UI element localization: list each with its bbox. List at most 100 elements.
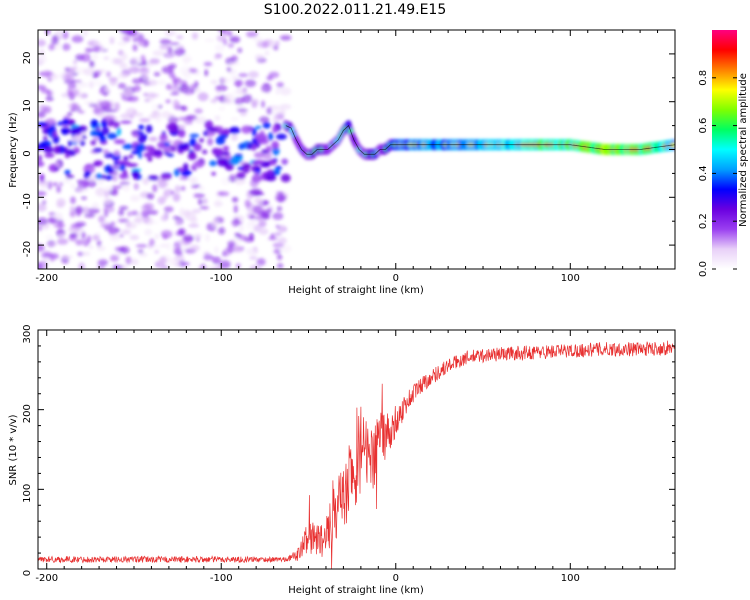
heatmap-cell [137, 134, 146, 144]
heatmap-cell [206, 265, 217, 269]
heatmap-cell [154, 150, 163, 155]
heatmap-cell [81, 196, 87, 200]
heatmap-cell [38, 262, 42, 268]
heatmap-cell [177, 239, 186, 244]
heatmap-cell [277, 194, 284, 203]
heatmap-cell [218, 191, 230, 197]
heatmap-cell [264, 50, 270, 56]
heatmap-cell [189, 151, 196, 158]
heatmap-cell [129, 234, 140, 241]
heatmap-cell [133, 218, 142, 223]
heatmap-cell [193, 160, 204, 168]
heatmap-cell [202, 198, 208, 205]
heatmap-cell [92, 234, 100, 241]
heatmap-cell [77, 110, 85, 114]
heatmap-cell [207, 137, 214, 146]
heatmap-cell [53, 145, 61, 154]
heatmap-cell [163, 211, 168, 221]
heatmap-cell [125, 107, 137, 117]
heatmap-cell [167, 116, 179, 124]
heatmap-cell [275, 224, 281, 229]
heatmap-cell [57, 233, 67, 238]
heatmap-cell [59, 182, 64, 187]
heatmap-cell [139, 118, 151, 123]
heatmap-cell [152, 184, 158, 193]
tick-label: 0 [22, 570, 33, 576]
ridge-line [285, 124, 675, 155]
heatmap-cell [82, 30, 89, 37]
heatmap-cell [214, 96, 223, 100]
heatmap-cell [103, 220, 110, 225]
heatmap-cell [121, 52, 128, 61]
heatmap-cell [234, 232, 242, 239]
heatmap-cell [211, 171, 217, 176]
heatmap-cell [214, 115, 221, 121]
heatmap-cell [108, 77, 119, 82]
heatmap-cell [267, 169, 274, 176]
heatmap-cell [256, 258, 266, 266]
heatmap-cell [117, 41, 128, 46]
heatmap-cell [143, 92, 149, 97]
heatmap-cell [69, 211, 76, 217]
heatmap-cell [242, 163, 252, 168]
heatmap-cell [215, 136, 226, 145]
tick-label: 100 [22, 484, 33, 503]
heatmap-cell [69, 206, 75, 213]
tick-label: 100 [561, 273, 580, 284]
heatmap-cell [92, 72, 99, 79]
heatmap-cell [194, 108, 203, 114]
heatmap-cell [38, 180, 47, 185]
heatmap-cell [191, 184, 201, 189]
heatmap-cell [251, 127, 257, 137]
heatmap-cell [61, 127, 68, 135]
heatmap-cell [119, 62, 128, 70]
heatmap-cell [80, 53, 91, 63]
heatmap-cell [231, 196, 239, 203]
heatmap-cell [209, 160, 217, 167]
heatmap-cell [277, 263, 284, 269]
heatmap-cell [214, 53, 223, 59]
heatmap-cell [75, 239, 84, 246]
heatmap-cell [193, 233, 203, 239]
heatmap-cell [275, 87, 280, 95]
heatmap-cell [238, 224, 244, 233]
heatmap-cell [231, 218, 241, 227]
heatmap-cell [89, 60, 95, 68]
heatmap-cell [220, 177, 231, 186]
heatmap-cell [218, 106, 226, 111]
heatmap-cell [276, 82, 285, 88]
heatmap-cell [132, 37, 138, 43]
heatmap-cell [262, 122, 271, 129]
heatmap-cell [252, 205, 264, 215]
heatmap-cell [149, 93, 160, 98]
heatmap-cell [157, 79, 166, 86]
heatmap-cell [169, 124, 180, 132]
heatmap-cell [241, 94, 253, 104]
heatmap-cell [248, 190, 261, 194]
heatmap-cell [149, 58, 160, 65]
heatmap-cell [75, 208, 82, 217]
heatmap-cell [271, 141, 280, 150]
heatmap-cell [228, 30, 233, 37]
heatmap-cell [67, 88, 72, 96]
heatmap-cell [158, 258, 168, 264]
heatmap-cell [199, 138, 205, 143]
heatmap-cell [109, 36, 115, 45]
heatmap-cell [141, 209, 150, 218]
heatmap-cell [210, 98, 218, 103]
heatmap-cell [229, 36, 241, 43]
heatmap-cell [202, 149, 208, 155]
heatmap-cell [70, 183, 76, 189]
heatmap-cell [38, 221, 41, 225]
heatmap-cell [236, 171, 246, 180]
tick-label: 0.8 [698, 70, 709, 86]
heatmap-cell [199, 206, 209, 210]
heatmap-cell [53, 212, 63, 221]
heatmap-cell [118, 218, 129, 223]
snr-series [38, 340, 675, 569]
heatmap-cell [66, 119, 76, 126]
heatmap-cell [84, 170, 92, 177]
heatmap-cell [63, 177, 72, 184]
heatmap-cell [274, 40, 280, 47]
heatmap-cell [96, 245, 106, 251]
